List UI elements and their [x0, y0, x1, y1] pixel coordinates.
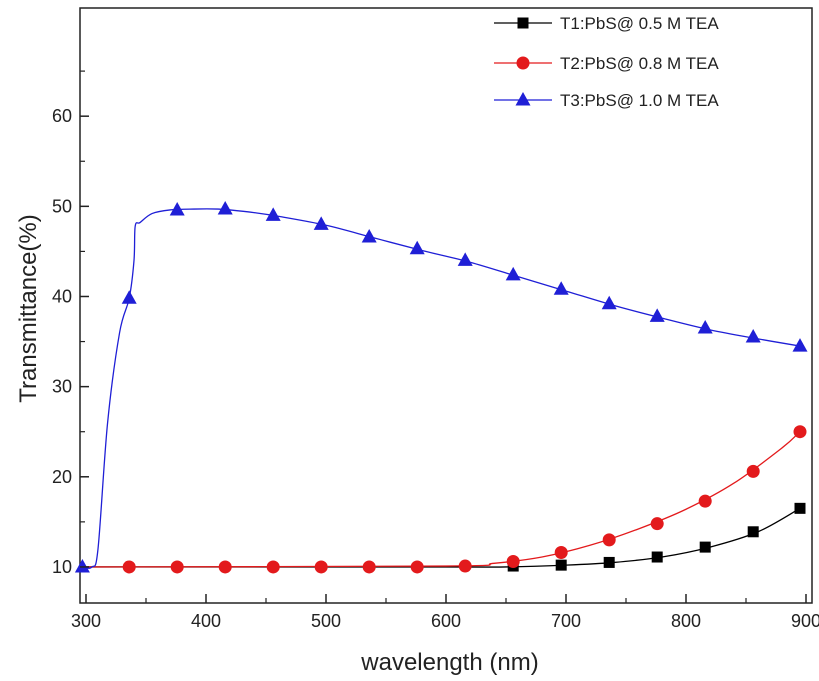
- series-3-point: [553, 281, 569, 295]
- y-tick-label: 20: [52, 467, 72, 487]
- legend-label-3: T3:PbS@ 1.0 M TEA: [560, 91, 719, 110]
- x-axis-title: wavelength (nm): [360, 649, 538, 676]
- series-2-point: [746, 464, 760, 478]
- x-tick-label: 700: [551, 611, 581, 631]
- series-3-point: [313, 216, 329, 230]
- x-tick-label: 300: [71, 611, 101, 631]
- y-tick-label: 60: [52, 106, 72, 126]
- x-tick-label: 800: [671, 611, 701, 631]
- x-tick-label: 400: [191, 611, 221, 631]
- series-2-point: [410, 560, 424, 574]
- series-2-point: [554, 546, 568, 560]
- legend-marker-3: [515, 92, 531, 106]
- y-tick-label: 10: [52, 557, 72, 577]
- series-2-point: [793, 425, 807, 439]
- legend-marker-1: [517, 17, 529, 29]
- series-3-point: [217, 201, 233, 215]
- series-2-point: [602, 533, 616, 547]
- y-tick-label: 50: [52, 196, 72, 216]
- x-tick-label: 500: [311, 611, 341, 631]
- y-tick-label: 40: [52, 286, 72, 306]
- series-2-point: [122, 560, 136, 574]
- series-3-point: [601, 295, 617, 310]
- legend-label-2: T2:PbS@ 0.8 M TEA: [560, 54, 719, 73]
- series-2-point: [170, 560, 184, 574]
- x-tick-label: 900: [791, 611, 819, 631]
- series-3-point: [505, 266, 521, 281]
- series-2-point: [506, 555, 520, 569]
- series-2-point: [698, 494, 712, 508]
- x-tick-label: 600: [431, 611, 461, 631]
- series-3-point: [74, 558, 90, 573]
- series-1-point: [794, 502, 806, 514]
- series-2-point: [218, 560, 232, 574]
- series-3: [74, 201, 808, 573]
- series-2-point: [650, 517, 664, 531]
- series-3-point: [457, 252, 473, 266]
- series-1: [80, 502, 806, 572]
- series-1-point: [699, 541, 711, 553]
- series-1-point: [747, 526, 759, 538]
- series-2: [79, 425, 807, 574]
- legend-item-1: T1:PbS@ 0.5 M TEA: [494, 14, 719, 33]
- series-3-point: [792, 338, 808, 352]
- series-2-line: [79, 431, 801, 568]
- series-1-point: [603, 556, 615, 568]
- legend-marker-2: [516, 56, 530, 70]
- series-3-point: [265, 207, 281, 221]
- series-3-point: [169, 201, 185, 216]
- legend-label-1: T1:PbS@ 0.5 M TEA: [560, 14, 719, 33]
- y-tick-label: 30: [52, 377, 72, 397]
- series-2-point: [266, 560, 280, 574]
- series-1-point: [651, 551, 663, 563]
- series-3-point: [745, 329, 761, 343]
- legend-item-3: T3:PbS@ 1.0 M TEA: [494, 91, 719, 110]
- y-axis-title: Transmittance(%): [15, 214, 42, 402]
- series-3-line: [82, 208, 801, 569]
- series-3-point: [121, 290, 137, 304]
- series-2-point: [362, 560, 376, 574]
- series-3-point: [649, 308, 665, 322]
- series-1-line: [80, 507, 801, 568]
- series-2-point: [314, 560, 328, 574]
- series-1-point: [555, 559, 567, 571]
- legend-item-2: T2:PbS@ 0.8 M TEA: [494, 54, 719, 73]
- series-3-point: [409, 240, 425, 255]
- series-2-point: [458, 559, 472, 573]
- series-3-point: [361, 228, 377, 243]
- series-3-point: [697, 320, 713, 334]
